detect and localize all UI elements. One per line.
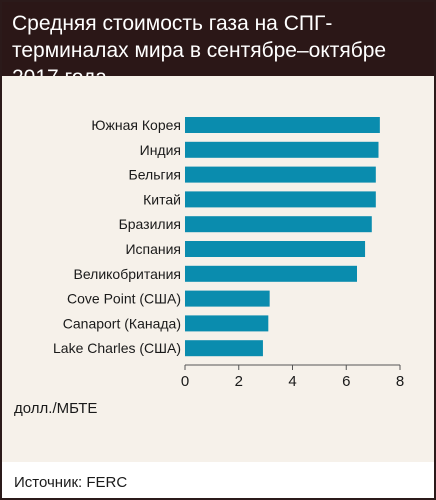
x-tick-label: 2 (235, 373, 243, 390)
category-label: Lake Charles (США) (53, 340, 181, 356)
x-tick-label: 8 (396, 373, 404, 390)
bar-chart: Южная Корея Индия Бельгия Китай Бразилия Испа… (53, 117, 404, 390)
x-tick-label: 6 (342, 373, 350, 390)
bar (185, 241, 366, 257)
category-label: Испания (125, 241, 181, 257)
footer: Источник: FERC (2, 462, 434, 498)
category-label: Южная Корея (91, 117, 181, 133)
category-label: Китай (143, 191, 181, 207)
bar (185, 216, 372, 233)
bar (185, 191, 376, 208)
x-axis-ticks: 0 2 4 6 8 (181, 364, 404, 390)
category-label: Бразилия (119, 216, 181, 232)
bar (185, 166, 376, 183)
header-bar: Средняя стоимость газа на СПГ-терминалах… (2, 2, 434, 89)
x-tick-label: 0 (181, 373, 189, 390)
bars-group (185, 117, 380, 357)
unit-label: долл./МБТЕ (14, 400, 98, 417)
bar (185, 117, 380, 133)
bar (185, 265, 357, 282)
category-label: Canaport (Канада) (63, 315, 181, 331)
category-label: Бельгия (129, 167, 181, 183)
category-label: Cove Point (США) (67, 291, 181, 307)
bar (185, 141, 379, 158)
bar (185, 315, 269, 332)
source-note: Источник: FERC (14, 474, 128, 491)
x-tick-label: 4 (288, 373, 296, 390)
chart-area: Южная Корея Индия Бельгия Китай Бразилия Испа… (2, 76, 434, 462)
category-labels: Южная Корея Индия Бельгия Китай Бразилия Испа… (53, 117, 181, 356)
category-label: Индия (140, 142, 181, 158)
bar (185, 340, 263, 357)
bar (185, 290, 270, 307)
category-label: Великобритания (73, 266, 181, 282)
